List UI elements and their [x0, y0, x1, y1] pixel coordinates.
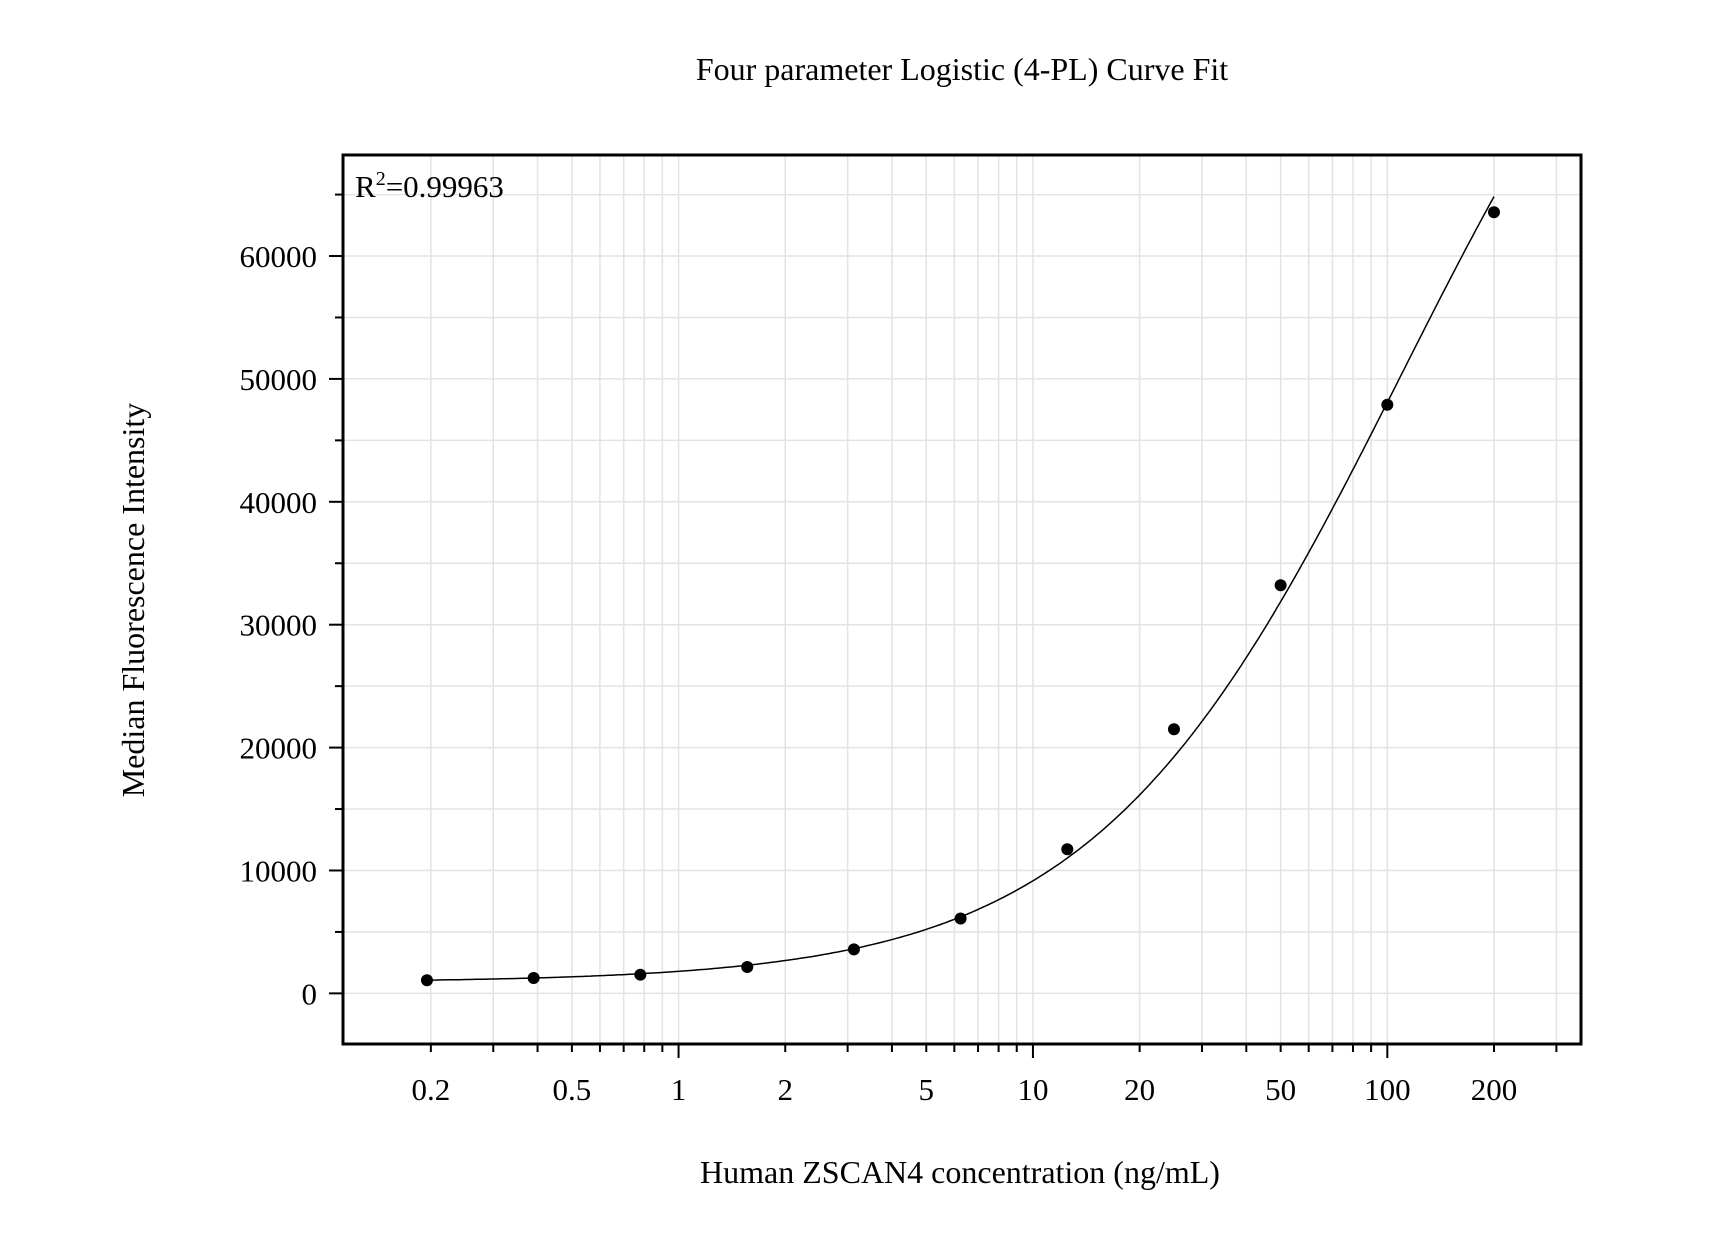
y-tick-label: 20000	[240, 731, 318, 766]
chart-title: Four parameter Logistic (4-PL) Curve Fit	[696, 51, 1228, 87]
data-point	[1381, 398, 1394, 411]
data-point	[634, 968, 647, 981]
x-tick-label: 20	[1124, 1072, 1155, 1107]
data-points	[420, 206, 1500, 987]
x-tick-label: 100	[1364, 1072, 1411, 1107]
x-tick-label: 50	[1265, 1072, 1296, 1107]
data-point	[741, 960, 754, 973]
grid	[343, 155, 1581, 1044]
fit-curve-layer	[426, 196, 1495, 981]
data-point	[847, 943, 860, 956]
data-point	[1487, 206, 1500, 219]
data-point	[527, 972, 540, 985]
x-tick-label: 10	[1017, 1072, 1048, 1107]
x-tick-label: 0.5	[553, 1072, 592, 1107]
y-tick-label: 40000	[240, 485, 318, 520]
data-point	[420, 974, 433, 987]
y-tick-label: 10000	[240, 853, 318, 888]
x-tick-label: 2	[777, 1072, 793, 1107]
data-point	[1167, 723, 1180, 736]
y-axis-title: Median Fluorescence Intensity	[115, 403, 151, 798]
plot-frame	[341, 153, 1583, 1046]
r-squared-sup: 2	[376, 168, 386, 190]
x-axis-title: Human ZSCAN4 concentration (ng/mL)	[700, 1154, 1220, 1190]
y-tick-label: 30000	[240, 608, 318, 643]
r-squared-base: R	[355, 169, 376, 204]
x-tick-label: 1	[671, 1072, 687, 1107]
r-squared-annotation: R2=0.99963	[355, 168, 504, 204]
r-squared-value: =0.99963	[386, 169, 504, 204]
data-point	[1274, 579, 1287, 592]
fit-curve	[426, 196, 1495, 981]
data-point	[954, 912, 967, 925]
data-point	[1061, 843, 1074, 856]
y-tick-label: 60000	[240, 239, 318, 274]
axis-ticks: 0.2 0.5 1 2 5 10 20 50 100 200 0 10000 20000 30000 400…	[240, 193, 1558, 1107]
x-tick-label: 5	[919, 1072, 935, 1107]
x-tick-label: 200	[1471, 1072, 1518, 1107]
y-tick-label: 50000	[240, 362, 318, 397]
y-tick-label: 0	[302, 976, 318, 1011]
x-tick-label: 0.2	[411, 1072, 450, 1107]
